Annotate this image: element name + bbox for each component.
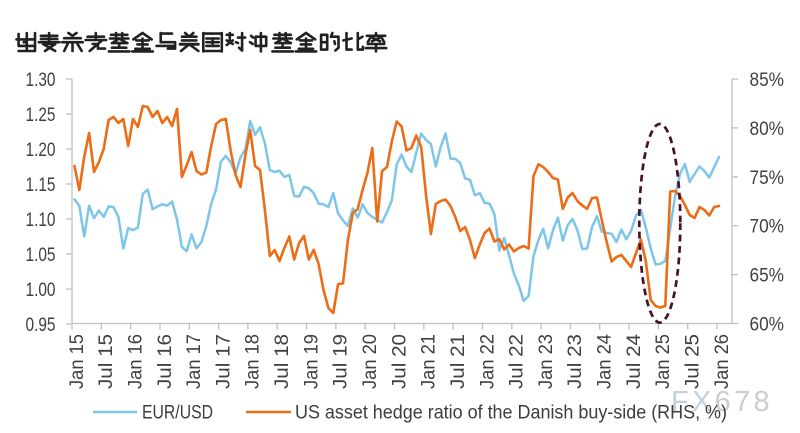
svg-text:EUR/USD: EUR/USD bbox=[142, 403, 213, 424]
svg-text:Jan 23: Jan 23 bbox=[536, 334, 557, 389]
svg-text:Jul 21: Jul 21 bbox=[448, 334, 469, 389]
svg-text:65%: 65% bbox=[750, 265, 785, 287]
svg-text:Jan 26: Jan 26 bbox=[712, 334, 733, 389]
svg-text:0.95: 0.95 bbox=[26, 314, 56, 336]
svg-text:Jan 16: Jan 16 bbox=[125, 334, 146, 389]
svg-text:Jul 18: Jul 18 bbox=[272, 334, 293, 389]
svg-text:Jan 20: Jan 20 bbox=[360, 334, 381, 389]
svg-text:Jul 17: Jul 17 bbox=[213, 334, 234, 389]
svg-text:Jan 22: Jan 22 bbox=[477, 334, 498, 389]
svg-text:60%: 60% bbox=[750, 314, 785, 336]
svg-text:Jan 19: Jan 19 bbox=[301, 334, 322, 389]
svg-text:1.00: 1.00 bbox=[26, 279, 56, 301]
svg-text:US asset hedge ratio of the Da: US asset hedge ratio of the Danish buy-s… bbox=[295, 403, 727, 424]
svg-text:Jan 25: Jan 25 bbox=[653, 334, 674, 389]
svg-text:1.15: 1.15 bbox=[26, 174, 56, 196]
svg-text:Jul 23: Jul 23 bbox=[565, 334, 586, 389]
svg-text:1.05: 1.05 bbox=[26, 244, 56, 266]
svg-text:FX678: FX678 bbox=[671, 386, 773, 418]
svg-text:Jul 24: Jul 24 bbox=[624, 334, 645, 389]
svg-text:Jul 16: Jul 16 bbox=[155, 334, 176, 389]
svg-text:Jul 22: Jul 22 bbox=[507, 334, 528, 389]
svg-text:Jul 25: Jul 25 bbox=[683, 334, 704, 389]
svg-text:1.10: 1.10 bbox=[26, 209, 56, 231]
svg-text:Jan 17: Jan 17 bbox=[184, 334, 205, 389]
svg-text:1.30: 1.30 bbox=[26, 69, 56, 91]
svg-text:80%: 80% bbox=[750, 118, 785, 140]
svg-text:1.25: 1.25 bbox=[26, 104, 56, 126]
svg-text:Jan 21: Jan 21 bbox=[419, 334, 440, 389]
svg-text:75%: 75% bbox=[750, 167, 785, 189]
svg-text:Jan 24: Jan 24 bbox=[595, 334, 616, 389]
svg-text:70%: 70% bbox=[750, 216, 785, 238]
svg-text:Jul 15: Jul 15 bbox=[96, 334, 117, 389]
svg-text:Jan 15: Jan 15 bbox=[67, 334, 88, 389]
svg-text:85%: 85% bbox=[750, 69, 785, 91]
svg-text:Jul 19: Jul 19 bbox=[331, 334, 352, 389]
svg-text:1.20: 1.20 bbox=[26, 139, 56, 161]
svg-text:Jul 20: Jul 20 bbox=[389, 334, 410, 389]
svg-text:Jan 18: Jan 18 bbox=[243, 334, 264, 389]
